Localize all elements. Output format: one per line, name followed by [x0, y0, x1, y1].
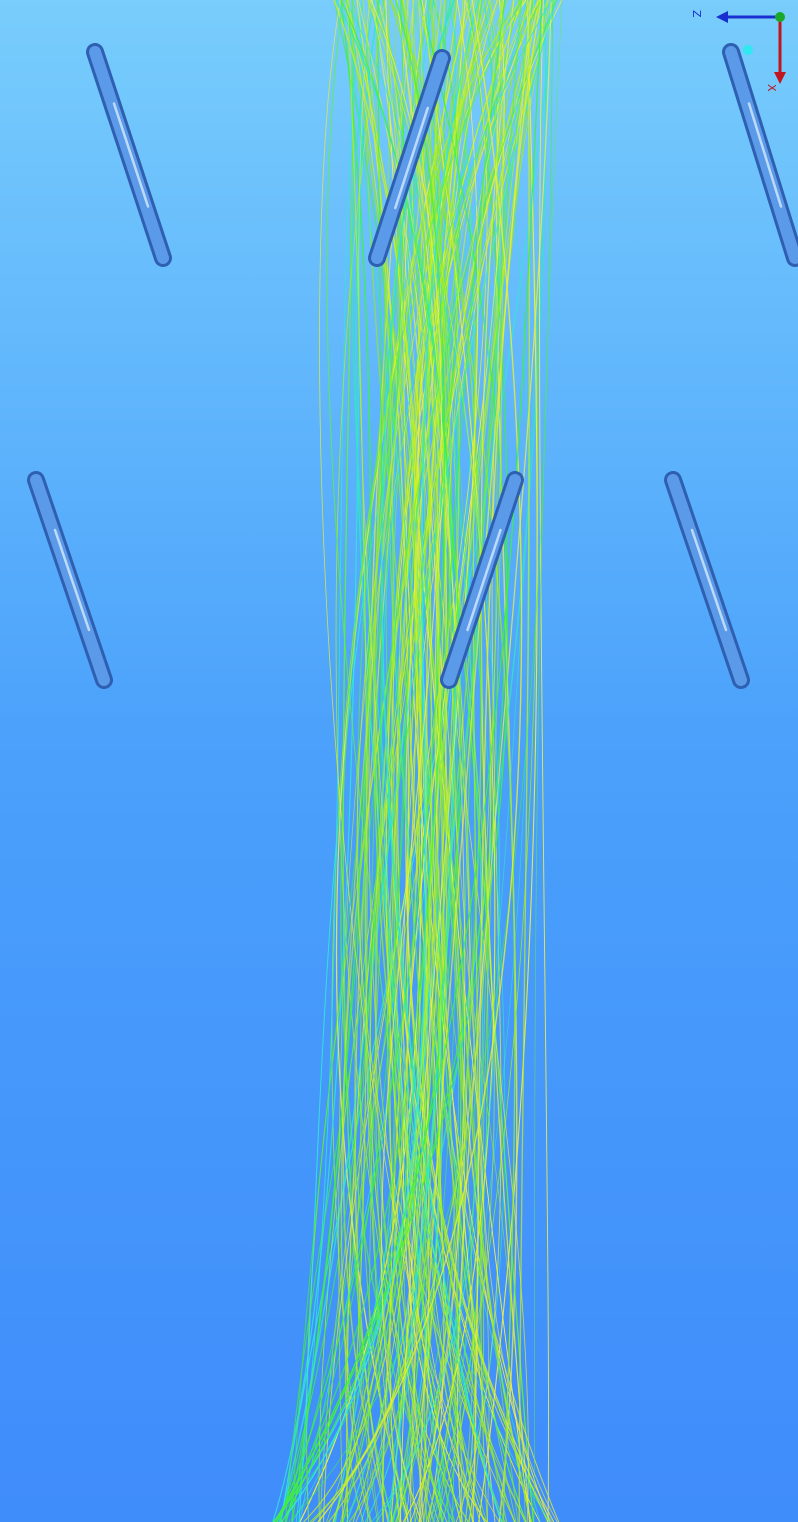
- rod-highlight: [112, 102, 150, 208]
- rod-fill: [725, 46, 798, 264]
- streamline: [539, 0, 550, 1522]
- rod-highlight: [394, 106, 429, 210]
- rod: [368, 49, 451, 267]
- streamline: [279, 0, 383, 1522]
- streamline: [299, 0, 474, 1522]
- streamline: [358, 0, 416, 1522]
- streamline: [533, 0, 563, 1522]
- streamline: [394, 0, 519, 1522]
- streamline: [381, 0, 553, 1522]
- rod: [27, 471, 113, 689]
- streamline: [276, 0, 445, 1522]
- streamline: [518, 0, 531, 1522]
- streamline: [480, 0, 502, 1522]
- streamline: [456, 0, 552, 1522]
- rod-highlight: [747, 102, 783, 208]
- streamline: [281, 0, 543, 1522]
- streamline: [373, 0, 488, 1522]
- streamline: [332, 0, 446, 1522]
- streamline: [369, 0, 558, 1522]
- streamline: [430, 0, 533, 1522]
- streamline: [312, 0, 492, 1522]
- z-axis-head: [716, 11, 728, 23]
- streamline: [326, 0, 458, 1522]
- rod-fill: [371, 52, 448, 264]
- streamline: [396, 0, 466, 1522]
- axis-triad: Z X: [690, 10, 786, 92]
- streamline: [340, 0, 476, 1522]
- rod-fill: [667, 474, 747, 686]
- x-axis-head: [774, 72, 786, 84]
- streamline: [402, 0, 496, 1522]
- streamline: [352, 0, 439, 1522]
- streamline: [387, 0, 551, 1522]
- streamline: [419, 0, 517, 1522]
- streamline: [344, 0, 500, 1522]
- streamline: [480, 0, 531, 1522]
- streamline: [342, 0, 394, 1522]
- rod-fill: [30, 474, 110, 686]
- rod: [440, 471, 524, 689]
- z-axis-label: Z: [690, 10, 703, 18]
- streamline: [274, 0, 506, 1522]
- rod-highlight: [690, 528, 728, 632]
- rod: [86, 43, 172, 267]
- streamline: [342, 0, 541, 1522]
- streamline: [384, 0, 490, 1522]
- rod-fill: [89, 46, 169, 264]
- rod-highlight: [53, 528, 91, 632]
- streamline: [319, 0, 485, 1522]
- streamline: [377, 0, 476, 1522]
- y-axis-dot: [775, 12, 785, 22]
- streamline: [341, 0, 368, 1522]
- streamline: [401, 0, 516, 1522]
- streamline: [375, 0, 458, 1522]
- streamline: [303, 0, 474, 1522]
- streamline: [284, 0, 460, 1522]
- rod-fill: [443, 474, 521, 686]
- streamline: [346, 0, 557, 1522]
- x-axis-label: X: [765, 84, 778, 92]
- streamline: [280, 0, 480, 1522]
- streamline: [478, 0, 538, 1522]
- rod-highlight: [466, 528, 502, 632]
- streamline: [418, 0, 498, 1522]
- streamline: [278, 0, 556, 1522]
- streamline: [326, 0, 450, 1522]
- rod: [722, 43, 798, 267]
- origin-marker: [743, 45, 753, 55]
- streamline: [291, 0, 405, 1522]
- rods: [27, 43, 798, 689]
- streamline: [340, 0, 523, 1522]
- streamline: [317, 0, 523, 1522]
- streamline: [422, 0, 535, 1522]
- streamline: [381, 0, 503, 1522]
- streamlines: [272, 0, 563, 1522]
- streamline: [436, 0, 476, 1522]
- streamline: [417, 0, 481, 1522]
- streamline: [295, 0, 360, 1522]
- streamline: [288, 0, 554, 1522]
- streamline: [338, 0, 549, 1522]
- streamline: [472, 0, 542, 1522]
- rod: [664, 471, 750, 689]
